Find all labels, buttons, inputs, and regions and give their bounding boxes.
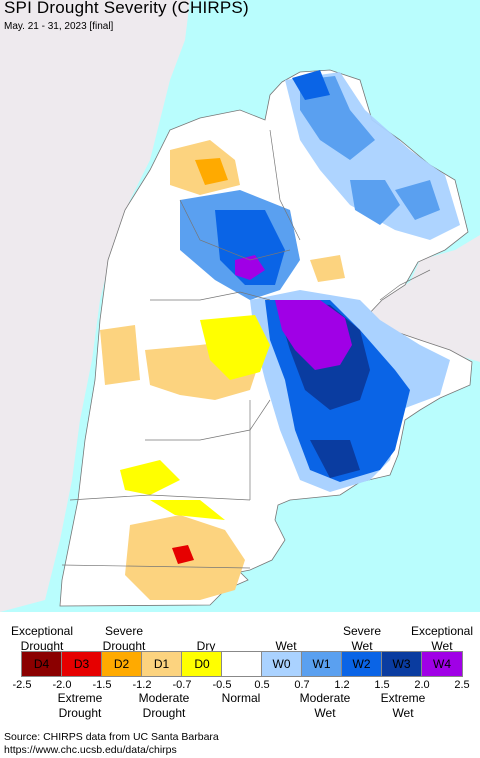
outside-land xyxy=(0,0,480,612)
tick-label: -0.5 xyxy=(212,679,232,691)
tick-label: -1.2 xyxy=(132,679,152,691)
map-title: SPI Drought Severity (CHIRPS) xyxy=(4,0,249,17)
legend-label-severe-drought: Severe Drought xyxy=(102,624,146,653)
tick-label: 0.5 xyxy=(254,679,270,691)
tick-label: -2.5 xyxy=(12,679,32,691)
legend-label-extreme-wet: Extreme Wet xyxy=(380,691,426,720)
wet-w4-core xyxy=(235,255,352,370)
tick-label: 0.7 xyxy=(294,679,310,691)
drought-d3-south xyxy=(172,545,194,564)
wet-w1-north xyxy=(300,76,440,225)
province-borders xyxy=(61,129,431,569)
drought-d0-central xyxy=(120,315,270,495)
legend-label-dry: Dry xyxy=(196,639,216,653)
swatch-d0: D0 xyxy=(182,652,222,676)
tick-label: 1.5 xyxy=(374,679,390,691)
legend-label-wet: Wet xyxy=(275,639,297,653)
swatch-w3: W3 xyxy=(382,652,422,676)
tick-label: -2.0 xyxy=(52,679,72,691)
tick-label: 1.2 xyxy=(334,679,350,691)
legend-label-moderate-drought: Moderate Drought xyxy=(138,691,190,720)
swatch-w0: W0 xyxy=(262,652,302,676)
drought-d2-north xyxy=(195,158,228,185)
map-date-range: May. 21 - 31, 2023 [final] xyxy=(4,21,114,32)
legend-label-exceptional-wet: Exceptional Wet xyxy=(410,624,474,653)
tick-label: -0.7 xyxy=(172,679,192,691)
legend-label-normal: Normal xyxy=(221,691,261,705)
legend-label-exceptional-drought: Exceptional Drought xyxy=(10,624,74,653)
swatch-d2: D2 xyxy=(102,652,142,676)
legend-label-moderate-wet: Moderate Wet xyxy=(299,691,351,720)
map-area: SPI Drought Severity (CHIRPS) May. 21 - … xyxy=(0,0,480,612)
drought-d0-south xyxy=(150,500,225,520)
drought-d1-west xyxy=(100,325,140,385)
legend-label-severe-wet: Severe Wet xyxy=(342,624,382,653)
swatch-w4: W4 xyxy=(422,652,462,676)
swatch-w2: W2 xyxy=(342,652,382,676)
swatch-d4: D4 xyxy=(22,652,62,676)
source-credit: Source: CHIRPS data from UC Santa Barbar… xyxy=(4,731,219,743)
tick-label: 2.0 xyxy=(414,679,430,691)
legend-label-extreme-drought: Extreme Drought xyxy=(57,691,103,720)
wet-w2-north xyxy=(292,70,330,100)
drought-d1-ne xyxy=(310,255,345,282)
tick-label: 2.5 xyxy=(454,679,470,691)
drought-map xyxy=(0,0,480,612)
legend-bar-wet: W0 W1 W2 W3 W4 xyxy=(261,651,463,677)
wet-w2-central xyxy=(215,210,285,285)
swatch-d1: D1 xyxy=(142,652,182,676)
swatch-d3: D3 xyxy=(62,652,102,676)
source-url[interactable]: https://www.chc.ucsb.edu/data/chirps xyxy=(4,744,177,756)
legend-bar-drought: D4 D3 D2 D1 D0 xyxy=(21,651,223,677)
swatch-normal xyxy=(221,651,263,677)
swatch-w1: W1 xyxy=(302,652,342,676)
tick-label: -1.5 xyxy=(92,679,112,691)
